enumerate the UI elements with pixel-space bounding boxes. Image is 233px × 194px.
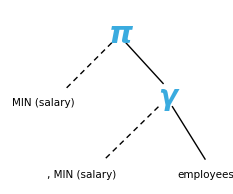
Text: employees: employees (177, 170, 233, 180)
Text: , MIN (salary): , MIN (salary) (47, 170, 116, 180)
Text: MIN (salary): MIN (salary) (12, 98, 74, 108)
Text: π: π (109, 20, 133, 49)
Text: γ: γ (158, 83, 177, 111)
